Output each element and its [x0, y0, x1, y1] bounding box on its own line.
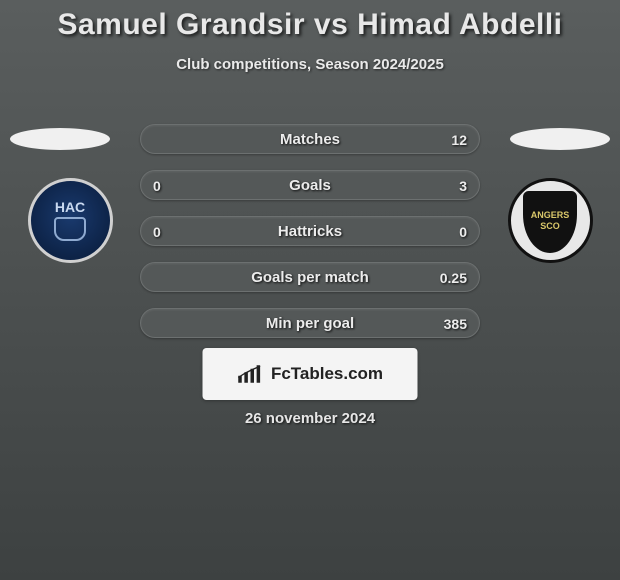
sco-abbr: SCO — [540, 221, 560, 231]
stat-label: Hattricks — [141, 217, 479, 247]
date-text: 26 november 2024 — [0, 410, 620, 427]
bar-chart-icon — [237, 362, 265, 386]
stat-right: 3 — [459, 171, 467, 201]
player2-name: Himad Abdelli — [357, 8, 562, 41]
brand-text: FcTables.com — [271, 364, 383, 384]
stat-label: Min per goal — [141, 309, 479, 339]
flag-left — [10, 128, 110, 150]
stat-label: Goals per match — [141, 263, 479, 293]
brand-box[interactable]: FcTables.com — [203, 348, 418, 400]
page-title: Samuel Grandsir vs Himad Abdelli — [0, 0, 620, 42]
subtitle: Club competitions, Season 2024/2025 — [0, 56, 620, 73]
stat-label: Matches — [141, 125, 479, 155]
stat-right: 0.25 — [440, 263, 467, 293]
player1-name: Samuel Grandsir — [57, 8, 305, 41]
vs-text: vs — [314, 8, 348, 41]
stats-rows: Matches 12 0 Goals 3 0 Hattricks 0 Goals… — [140, 124, 480, 354]
team-right-badge: ANGERS SCO — [500, 178, 600, 263]
stat-label: Goals — [141, 171, 479, 201]
sco-city: ANGERS — [531, 210, 570, 220]
sco-shield-icon: ANGERS SCO — [508, 178, 593, 263]
hac-shield-icon — [28, 178, 113, 263]
stat-right: 12 — [451, 125, 467, 155]
stat-row: Matches 12 — [140, 124, 480, 154]
stat-row: Min per goal 385 — [140, 308, 480, 338]
stat-row: 0 Hattricks 0 — [140, 216, 480, 246]
stat-row: 0 Goals 3 — [140, 170, 480, 200]
flag-right — [510, 128, 610, 150]
team-left-badge — [20, 178, 120, 263]
stat-right: 0 — [459, 217, 467, 247]
stat-row: Goals per match 0.25 — [140, 262, 480, 292]
stat-right: 385 — [444, 309, 467, 339]
